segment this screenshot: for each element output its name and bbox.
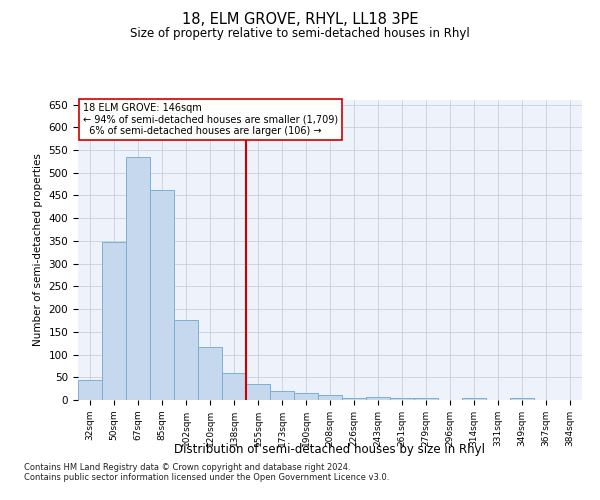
- Bar: [510, 398, 534, 400]
- Bar: [294, 393, 318, 400]
- Text: Size of property relative to semi-detached houses in Rhyl: Size of property relative to semi-detach…: [130, 28, 470, 40]
- Bar: [174, 320, 198, 400]
- Bar: [270, 391, 294, 400]
- Bar: [126, 157, 150, 400]
- Text: Distribution of semi-detached houses by size in Rhyl: Distribution of semi-detached houses by …: [175, 442, 485, 456]
- Bar: [246, 384, 270, 400]
- Bar: [102, 242, 126, 400]
- Text: 18, ELM GROVE, RHYL, LL18 3PE: 18, ELM GROVE, RHYL, LL18 3PE: [182, 12, 418, 28]
- Text: Contains HM Land Registry data © Crown copyright and database right 2024.: Contains HM Land Registry data © Crown c…: [24, 464, 350, 472]
- Bar: [78, 380, 102, 400]
- Bar: [150, 190, 174, 400]
- Y-axis label: Number of semi-detached properties: Number of semi-detached properties: [33, 154, 43, 346]
- Bar: [414, 398, 438, 400]
- Bar: [462, 398, 486, 400]
- Bar: [366, 397, 390, 400]
- Text: Contains public sector information licensed under the Open Government Licence v3: Contains public sector information licen…: [24, 474, 389, 482]
- Bar: [198, 347, 222, 400]
- Bar: [390, 398, 414, 400]
- Text: 18 ELM GROVE: 146sqm
← 94% of semi-detached houses are smaller (1,709)
  6% of s: 18 ELM GROVE: 146sqm ← 94% of semi-detac…: [83, 103, 338, 136]
- Bar: [342, 398, 366, 400]
- Bar: [318, 396, 342, 400]
- Bar: [222, 372, 246, 400]
